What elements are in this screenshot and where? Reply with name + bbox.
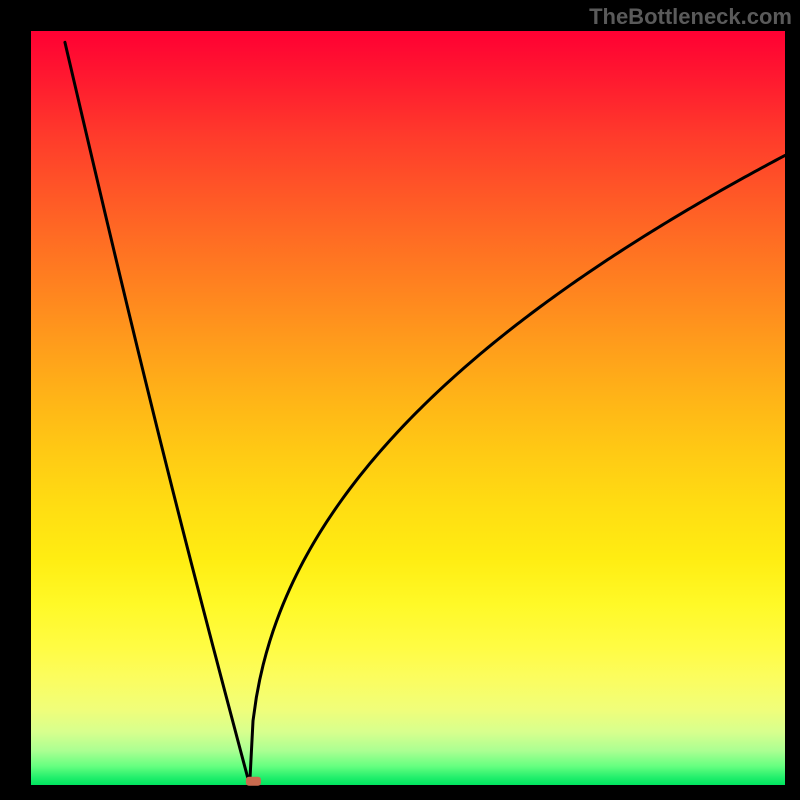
watermark-text: TheBottleneck.com: [589, 4, 792, 30]
bottleneck-chart: [0, 0, 800, 800]
plot-area: [31, 31, 785, 785]
valley-marker: [246, 777, 261, 786]
chart-container: TheBottleneck.com: [0, 0, 800, 800]
